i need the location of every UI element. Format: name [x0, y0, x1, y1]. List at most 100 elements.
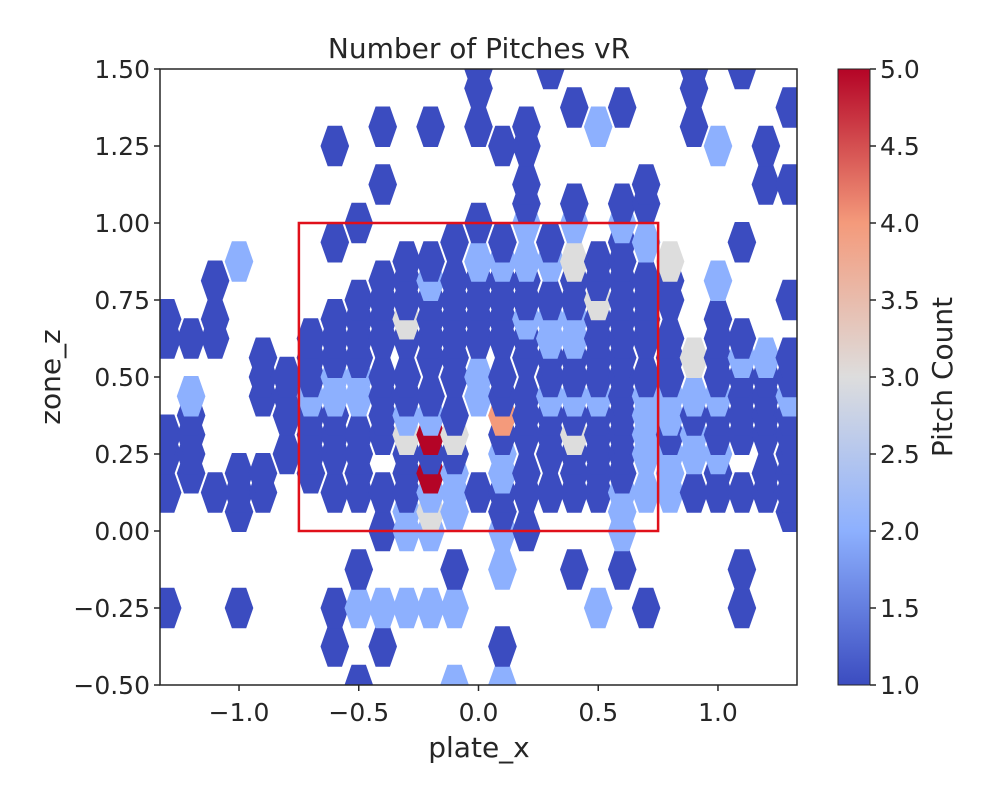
y-tick-label: 1.25 [94, 132, 150, 161]
hex-cell-63 [224, 453, 254, 494]
hex-cell-221 [727, 318, 757, 359]
colorbar-tick-label: 2.0 [880, 517, 920, 546]
hex-cell-295 [368, 164, 397, 205]
hex-cell-308 [512, 106, 541, 147]
hex-cell-306 [416, 106, 445, 147]
y-tick-label: 1.50 [94, 55, 150, 84]
hex-cell-64 [248, 453, 278, 494]
hex-cell-280 [440, 222, 469, 263]
hex-cell-222 [160, 299, 182, 340]
hex-cell-313 [775, 87, 797, 128]
y-tick-label: 0.25 [94, 440, 150, 469]
hex-cell-307 [464, 106, 493, 147]
hex-cell-267 [703, 260, 733, 301]
x-axis-ticks: −1.0 −0.5 0.0 0.5 1.0 [209, 685, 738, 727]
strike-zone-box [297, 221, 660, 533]
hex-cell-20 [440, 549, 469, 590]
hex-cell-202 [176, 318, 206, 359]
hex-cell-12 [368, 587, 397, 629]
colorbar-tick-label: 4.0 [880, 209, 920, 238]
hex-cell-310 [679, 106, 709, 147]
hex-cell-57 [679, 472, 709, 513]
hex-cell-268 [224, 241, 254, 282]
hex-cell-224 [320, 299, 350, 340]
hex-cell-16 [583, 587, 613, 629]
hex-cell-223 [200, 299, 230, 340]
x-tick-label: 1.0 [698, 698, 738, 727]
y-axis-label: zone_z [34, 329, 67, 425]
hex-cell-296 [512, 164, 541, 205]
hex-cell-317 [727, 69, 757, 90]
hex-cell-239 [344, 279, 374, 321]
hex-cell-238 [703, 299, 733, 340]
hex-cell-170 [392, 356, 421, 398]
hex-cell-23 [607, 549, 637, 590]
hex-cell-19 [344, 549, 374, 590]
hex-cell-159 [679, 376, 709, 417]
hex-cell-298 [751, 164, 781, 205]
hex-cell-169 [368, 356, 397, 398]
hex-cell-141 [176, 376, 206, 417]
x-tick-label: 0.0 [459, 698, 499, 727]
hex-cell-273 [512, 241, 541, 282]
hex-cell-219 [655, 318, 685, 359]
hex-cell-39 [200, 472, 230, 513]
hex-cell-315 [536, 69, 565, 90]
hex-cell-284 [631, 222, 661, 263]
hex-cell-301 [488, 125, 517, 167]
hex-cell-18 [727, 587, 757, 629]
hex-cell-184 [248, 337, 278, 378]
hex-cell-38 [160, 472, 182, 513]
hex-cell-255 [368, 260, 397, 301]
x-axis-label: plate_x [428, 731, 530, 764]
hex-cell-6 [368, 626, 397, 667]
hex-cell-127 [440, 395, 469, 436]
hex-cell-172 [464, 356, 493, 398]
hex-cell-3 [440, 664, 469, 685]
hex-cell-199 [751, 337, 781, 378]
hex-cell-253 [775, 279, 797, 321]
hex-cell-59 [727, 472, 757, 513]
hex-cell-297 [631, 164, 661, 205]
hex-cell-10 [320, 587, 350, 629]
hex-cell-51 [536, 472, 565, 513]
hex-cell-98 [160, 414, 182, 455]
y-tick-label: −0.25 [73, 594, 150, 623]
x-tick-label: −0.5 [328, 698, 389, 727]
hex-cell-9 [224, 587, 254, 629]
hex-cell-309 [583, 106, 613, 147]
hex-cell-281 [488, 222, 517, 263]
hex-cell-42 [320, 472, 350, 513]
y-tick-label: 1.00 [94, 209, 150, 238]
hex-cell-247 [536, 279, 565, 321]
colorbar-tick-label: 3.0 [880, 363, 920, 392]
hex-cell-270 [416, 241, 445, 282]
hex-cell-8 [160, 587, 182, 629]
colorbar-tick-label: 1.0 [880, 671, 920, 700]
hex-cell-102 [344, 414, 374, 455]
hex-cell-11 [344, 587, 374, 629]
hex-cell-275 [560, 241, 589, 282]
hex-cell-300 [320, 125, 350, 167]
hex-cell-55 [631, 472, 661, 513]
colorbar-tick-label: 2.5 [880, 440, 920, 469]
hex-cell-269 [392, 241, 421, 282]
hex-cell-15 [440, 587, 469, 629]
x-tick-label: 0.5 [578, 698, 618, 727]
hex-cell-13 [392, 587, 421, 629]
colorbar-ticks: 1.0 1.5 2.0 2.5 3.0 3.5 4.0 4.5 5.0 [870, 55, 920, 700]
hex-cell-254 [200, 260, 230, 301]
hex-cell-258 [440, 260, 469, 301]
hex-cell-22 [560, 549, 589, 590]
hex-cell-77 [751, 453, 781, 494]
colorbar-tick-label: 5.0 [880, 55, 920, 84]
hex-cell-178 [631, 356, 661, 398]
hex-cell-276 [583, 241, 613, 282]
hex-cell-165 [272, 356, 302, 398]
hex-cell-196 [679, 337, 709, 378]
colorbar-tick-label: 1.5 [880, 594, 920, 623]
hex-cell-204 [296, 318, 326, 359]
hex-cell-305 [368, 106, 397, 147]
colorbar [837, 68, 871, 686]
hex-cell-48 [464, 472, 493, 513]
